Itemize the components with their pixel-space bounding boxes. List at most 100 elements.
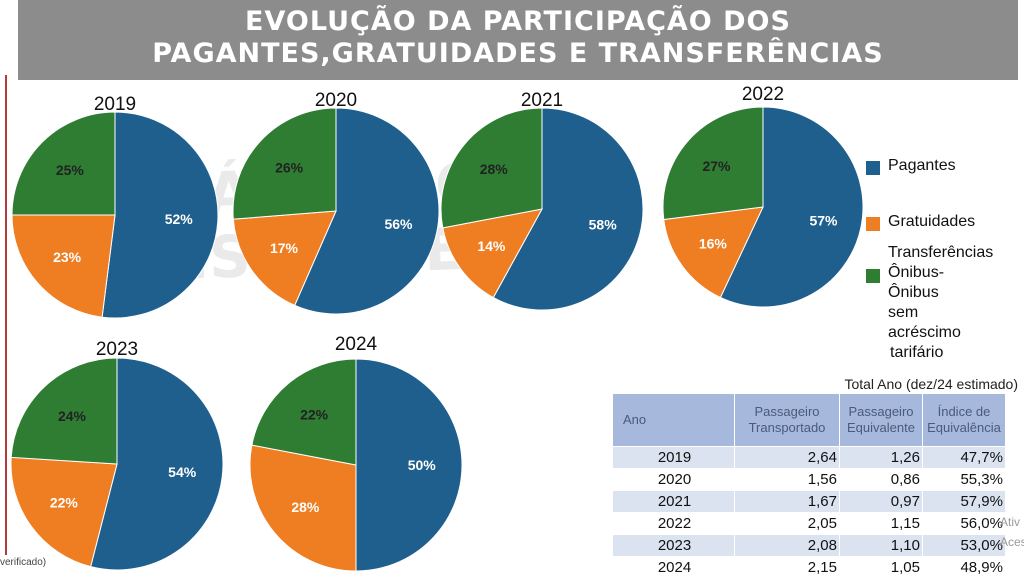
year-label-2022: 2022 xyxy=(742,84,784,105)
legend-swatch-pagantes xyxy=(866,161,880,175)
year-label-2019: 2019 xyxy=(94,94,136,115)
cell-ano: 2019 xyxy=(612,446,735,469)
pie-2023: 54% 22% 24% 2023 xyxy=(10,339,224,571)
pie-2024: 50% 28% 22% 2024 xyxy=(249,334,463,572)
table-header-row: Ano Passageiro Transportado Passageiro E… xyxy=(612,393,1006,447)
label-2022-gratuidades: 16% xyxy=(699,235,728,251)
year-label-2023: 2023 xyxy=(96,339,138,360)
slice-2021-pagantes xyxy=(492,107,644,311)
legend-label-pagantes: Pagantes xyxy=(888,157,956,174)
page-title-line-1: EVOLUÇÃO DA PARTICIPAÇÃO DOS xyxy=(245,6,791,37)
slice-2021-gratuidades xyxy=(442,208,543,299)
cell-ano: 2021 xyxy=(612,490,735,513)
cell-indice: 56,0% xyxy=(922,512,1006,535)
cell-indice: 55,3% xyxy=(922,468,1006,491)
slice-2020-pagantes xyxy=(294,107,440,315)
label-2024-gratuidades: 28% xyxy=(291,499,320,515)
slice-2024-transferencias xyxy=(251,358,357,466)
legend-label-transferencias-line-1: Transferências xyxy=(888,244,994,261)
legend-label-gratuidades: Gratuidades xyxy=(888,213,976,230)
label-2019-gratuidades: 23% xyxy=(53,249,82,265)
cell-equivalente: 1,15 xyxy=(839,512,923,535)
legend-label-transferencias: Transferências Ônibus-Ônibus sem acrésci… xyxy=(888,243,993,363)
cell-equivalente: 0,97 xyxy=(839,490,923,513)
slice-2020-gratuidades xyxy=(232,210,337,307)
table-row: 2023 2,08 1,10 53,0% xyxy=(612,534,1006,557)
legend-swatch-transferencias xyxy=(866,269,880,283)
header-passageiro-equivalente: Passageiro Equivalente xyxy=(839,393,923,447)
slice-2022-pagantes xyxy=(719,106,864,308)
cell-indice: 57,9% xyxy=(922,490,1006,513)
label-2024-pagantes: 50% xyxy=(408,457,437,473)
cell-transportado: 2,05 xyxy=(734,512,840,535)
label-2023-pagantes: 54% xyxy=(168,464,197,480)
slice-2022-gratuidades xyxy=(663,206,764,299)
legend-label-transferencias-line-4: tarifário xyxy=(890,344,944,361)
label-2019-pagantes: 52% xyxy=(165,211,194,227)
slice-2021-transferencias xyxy=(440,107,543,229)
cell-equivalente: 1,26 xyxy=(839,446,923,469)
table-row: 2019 2,64 1,26 47,7% xyxy=(612,446,1006,469)
slice-2019-gratuidades xyxy=(11,214,116,318)
label-2021-pagantes: 58% xyxy=(589,217,618,233)
label-2023-gratuidades: 22% xyxy=(50,495,79,511)
activation-hint-2: Aces xyxy=(1000,535,1024,549)
cell-equivalente: 0,86 xyxy=(839,468,923,491)
cell-transportado: 2,64 xyxy=(734,446,840,469)
label-2020-gratuidades: 17% xyxy=(270,240,299,256)
cell-equivalente: 1,05 xyxy=(839,556,923,579)
data-table: Ano Passageiro Transportado Passageiro E… xyxy=(612,393,1006,579)
footnote: verificado) xyxy=(0,557,47,568)
cell-transportado: 1,56 xyxy=(734,468,840,491)
pie-2022: 57% 16% 27% 2022 xyxy=(662,84,864,308)
slice-2024-pagantes xyxy=(355,358,463,572)
year-label-2020: 2020 xyxy=(315,90,357,111)
cell-ano: 2020 xyxy=(612,468,735,491)
slice-2023-gratuidades xyxy=(10,456,118,568)
label-2024-transferencias: 22% xyxy=(300,406,329,422)
slice-2019-pagantes xyxy=(101,111,219,319)
cell-indice: 48,9% xyxy=(922,556,1006,579)
legend-label-transferencias-line-2: Ônibus-Ônibus xyxy=(888,264,945,301)
year-label-2021: 2021 xyxy=(521,90,563,111)
title-banner xyxy=(18,0,1018,80)
table-row: 2020 1,56 0,86 55,3% xyxy=(612,468,1006,491)
cell-ano: 2024 xyxy=(612,556,735,579)
year-label-2024: 2024 xyxy=(335,334,378,355)
header-indice-equivalencia: Índice de Equivalência xyxy=(922,393,1006,447)
activation-hint-1: Ativ xyxy=(1000,515,1021,529)
slice-2022-transferencias xyxy=(662,106,764,221)
table-caption: Total Ano (dez/24 estimado) xyxy=(844,376,1018,392)
slice-2020-transferencias xyxy=(232,107,337,220)
label-2020-pagantes: 56% xyxy=(384,216,413,232)
left-divider xyxy=(5,75,7,555)
cell-ano: 2022 xyxy=(612,512,735,535)
label-2020-transferencias: 26% xyxy=(275,160,304,176)
label-2023-transferencias: 24% xyxy=(58,408,87,424)
table-row: 2021 1,67 0,97 57,9% xyxy=(612,490,1006,513)
label-2021-gratuidades: 14% xyxy=(477,238,506,254)
slice-2023-transferencias xyxy=(10,357,118,465)
cell-indice: 47,7% xyxy=(922,446,1006,469)
label-2019-transferencias: 25% xyxy=(56,162,85,178)
pie-2019: 52% 23% 25% 2019 xyxy=(11,94,219,319)
page-title-line-2: PAGANTES,GRATUIDADES E TRANSFERÊNCIAS xyxy=(152,38,884,69)
label-2022-transferencias: 27% xyxy=(702,158,731,174)
pie-2021: 58% 14% 28% 2021 xyxy=(440,90,644,311)
cell-transportado: 2,15 xyxy=(734,556,840,579)
cell-transportado: 2,08 xyxy=(734,534,840,557)
cell-equivalente: 1,10 xyxy=(839,534,923,557)
label-2021-transferencias: 28% xyxy=(480,161,509,177)
cell-indice: 53,0% xyxy=(922,534,1006,557)
slice-2023-pagantes xyxy=(90,357,224,571)
table-row: 2024 2,15 1,05 48,9% xyxy=(612,556,1006,579)
legend-swatch-gratuidades xyxy=(866,217,880,231)
label-2022-pagantes: 57% xyxy=(809,213,838,229)
pie-2020: 56% 17% 26% 2020 xyxy=(232,90,440,315)
table-row: 2022 2,05 1,15 56,0% xyxy=(612,512,1006,535)
cell-transportado: 1,67 xyxy=(734,490,840,513)
legend-label-transferencias-line-3: sem acréscimo xyxy=(888,304,961,341)
header-ano: Ano xyxy=(612,393,735,447)
slice-2019-transferencias xyxy=(11,111,116,216)
